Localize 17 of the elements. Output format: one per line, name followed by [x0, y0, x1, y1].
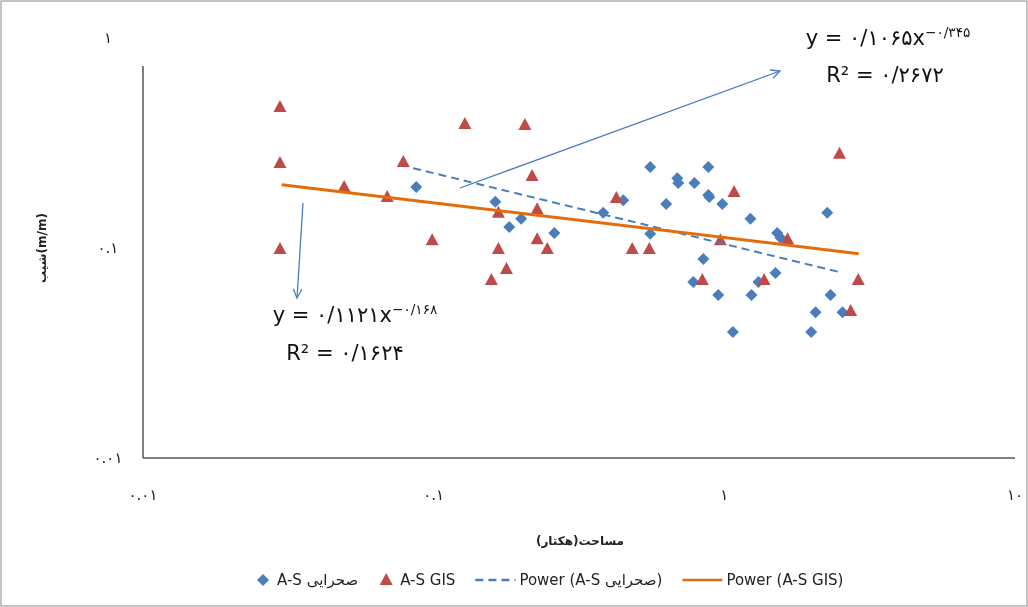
x-tick-label: ۱ [720, 486, 729, 504]
y-tick-label: ۱ [103, 29, 113, 47]
legend-label: A-S GIS [400, 571, 456, 589]
legend-label: A-S صحرایی [277, 571, 359, 589]
x-tick-label: ۰.۰۱ [128, 486, 158, 504]
annotation: y = ۰/۱۱۲۱x$^{−۰/۱۶۸}$ [272, 301, 438, 327]
y-tick-label: ۰.۱ [97, 239, 119, 257]
x-axis-title: مساحت(هکتار) [535, 534, 625, 548]
annotation: R² = ۰/۱۶۲۴ [286, 341, 404, 365]
x-tick-label: ۱۰ [1006, 486, 1024, 504]
x-tick-label: ۰.۱ [423, 486, 445, 504]
legend-label: Power (A-S GIS) [726, 571, 844, 589]
legend-label: Power (A-S صحرایی) [519, 571, 663, 589]
y-tick-label: ۰.۰۱ [93, 449, 123, 467]
annotation: R² = ۰/۲۶۷۲ [826, 63, 944, 87]
annotation: y = ۰/۱۰۶۵x$^{−۰/۳۴۵}$ [805, 24, 971, 50]
y-axis-title: شیب(m/m) [35, 213, 49, 283]
